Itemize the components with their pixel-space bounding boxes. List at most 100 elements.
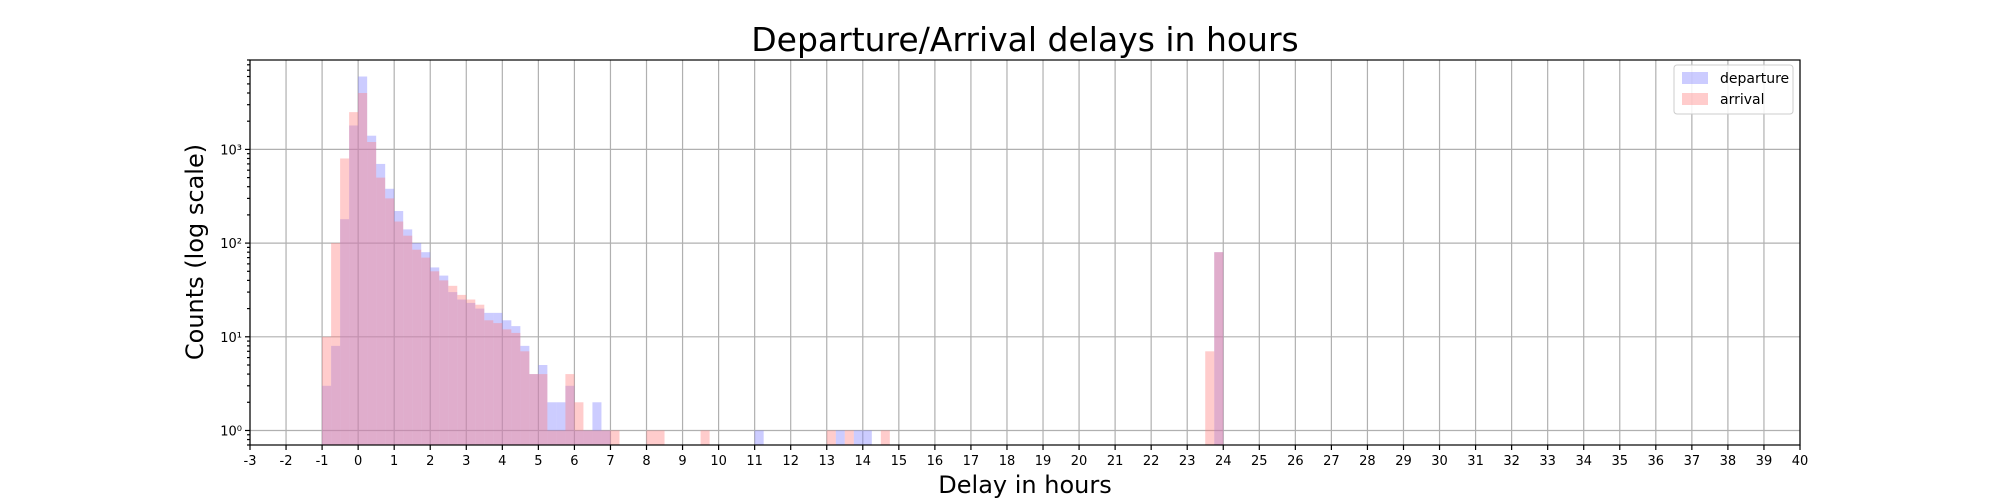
arrival-bar [394,221,404,445]
departure-bar [367,135,377,446]
legend-swatch-arrival [1682,93,1708,105]
x-tick-label: 5 [534,454,542,469]
x-tick-label: -1 [316,454,329,469]
arrival-bar [547,430,557,445]
departure-bar [457,299,467,445]
x-tick-label: -3 [244,454,257,469]
x-axis-title: Delay in hours [938,471,1111,499]
x-tick-label: 1 [390,454,398,469]
x-tick-label: 39 [1756,454,1773,469]
x-tick-label: 15 [891,454,908,469]
arrival-bar [511,332,521,445]
departure-bar [412,243,422,445]
arrival-bar [826,430,836,445]
x-tick-label: 18 [999,454,1016,469]
x-tick-label: 9 [678,454,686,469]
x-tick-label: 38 [1720,454,1737,469]
x-tick-label: 20 [1071,454,1088,469]
arrival-bar [1214,252,1224,445]
departure-bar [385,188,395,445]
arrival-bar [493,323,503,445]
departure-bar [421,252,431,445]
x-tick-label: 12 [782,454,799,469]
departure-bar [520,345,530,445]
x-tick-label: 28 [1359,454,1376,469]
x-tick-label: 6 [570,454,578,469]
y-axis-title: Counts (log scale) [181,144,209,360]
arrival-bar [655,430,665,445]
bars-layer [322,76,1224,446]
arrival-bar [700,430,710,445]
departure-bar [439,275,449,445]
arrival-bar [529,374,539,445]
arrival-bar [1205,351,1215,445]
departure-bar [466,302,476,445]
departure-bar [754,430,764,445]
departure-bar [430,267,440,445]
x-tick-label: 19 [1035,454,1052,469]
x-axis-ticks: -3 -2 -1 0 1 2 3 4 5 6 7 8 9 10 11 12 13 14 15 16 17 18 19 20 21… [244,445,1808,469]
y-axis-ticks: 10⁰ 10¹ 10² 10³ [220,59,250,446]
arrival-bar [430,271,440,445]
x-tick-label: 2 [426,454,434,469]
arrival-bar [421,257,431,445]
arrival-bar [340,158,350,445]
arrival-bar [349,112,359,445]
arrival-bar [385,198,395,445]
y-tick-label: 10³ [220,143,242,158]
x-tick-label: 26 [1287,454,1304,469]
arrival-bar [565,374,575,445]
x-tick-label: 17 [963,454,980,469]
departure-bar [511,326,521,445]
departure-bar [862,430,872,445]
y-tick-label: 10⁰ [220,424,242,439]
series-departure [322,76,1224,446]
x-tick-label: 34 [1575,454,1592,469]
x-tick-label: 23 [1179,454,1196,469]
x-tick-label: 16 [927,454,944,469]
legend: departure arrival [1673,64,1794,115]
grid-layer [249,60,1801,445]
y-tick-label: 10² [220,237,242,252]
arrival-bar [376,177,386,445]
departure-bar [547,402,557,445]
x-tick-label: 0 [354,454,362,469]
legend-box [1673,64,1794,115]
arrival-bar [412,249,422,445]
x-tick-label: 4 [498,454,506,469]
departure-bar [493,312,503,445]
arrival-bar [448,285,458,445]
x-tick-label: 10 [710,454,727,469]
departure-bar [529,374,539,445]
departure-bar [502,320,512,445]
departure-bar [835,430,845,445]
departure-bar [538,364,548,445]
departure-bar [601,430,611,445]
x-tick-label: 29 [1395,454,1412,469]
x-tick-label: 21 [1107,454,1124,469]
arrival-bar [520,351,530,445]
x-tick-label: 32 [1503,454,1520,469]
arrival-bar [475,304,485,445]
x-tick-label: 36 [1648,454,1665,469]
arrival-bar [610,430,620,445]
x-tick-label: 7 [606,454,614,469]
departure-bar [358,76,368,446]
departure-bar [556,402,566,445]
x-tick-label: 30 [1431,454,1448,469]
x-tick-label: 14 [855,454,872,469]
departure-bar [376,163,386,445]
x-tick-label: -2 [280,454,293,469]
arrival-bar [322,336,332,445]
departure-bar [475,308,485,445]
arrival-bar [439,280,449,445]
series-arrival [322,92,1224,446]
x-tick-label: 33 [1539,454,1556,469]
arrival-bar [538,374,548,445]
arrival-bar [457,294,467,445]
x-tick-label: 8 [642,454,650,469]
arrival-bar [646,430,656,445]
departure-bar [394,211,404,445]
